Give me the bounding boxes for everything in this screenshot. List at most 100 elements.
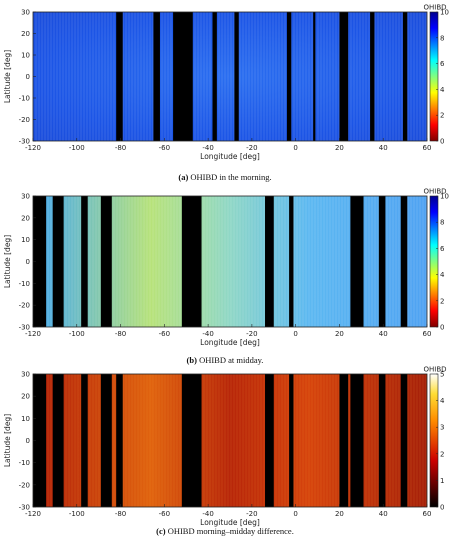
x-tick-label: -40 <box>202 144 213 152</box>
caption-text: OHIBD morning–midday difference. <box>166 526 294 536</box>
panel-2: -120 -100 -80 -60 -40 -20 0 20 40 603020100-10-20… <box>3 188 449 366</box>
colorbar-label: OHIBD <box>423 4 446 12</box>
y-axis-label: Latitude [deg] <box>3 235 12 288</box>
colorbar-tick-label: 5 <box>440 371 444 379</box>
x-axis-label: Longitude [deg] <box>200 152 260 161</box>
y-tick-label: 0 <box>26 258 30 266</box>
data-gap-1 <box>33 196 47 327</box>
data-gap-4 <box>100 196 112 327</box>
x-tick-label: 0 <box>293 330 297 338</box>
data-gap-1 <box>116 12 123 141</box>
colorbar-tick-label: 4 <box>440 86 445 94</box>
data-gap-7 <box>313 12 316 141</box>
caption-letter: (c) <box>156 526 166 536</box>
colorbar-tick-label: 0 <box>440 138 444 146</box>
panel-caption: (c) OHIBD morning–midday difference. <box>156 526 294 536</box>
data-gap-9 <box>339 374 349 507</box>
data-gap-5 <box>234 12 239 141</box>
data-gap-5 <box>116 374 123 507</box>
data-gap-10 <box>350 374 364 507</box>
y-tick-label: -30 <box>19 138 30 146</box>
panel-1: -120 -100 -80 -60 -40 -20 0 20 40 603020100-10-20… <box>3 4 449 183</box>
colorbar-tick-label: 6 <box>440 245 445 253</box>
y-axis-label: Latitude [deg] <box>3 414 12 467</box>
colorbar-tick-label: 6 <box>440 60 445 68</box>
y-tick-label: 20 <box>21 214 30 222</box>
y-tick-label: -30 <box>19 504 30 512</box>
y-tick-label: 30 <box>21 371 30 379</box>
data-gap-6 <box>265 196 274 327</box>
x-tick-label: 60 <box>423 144 432 152</box>
data-gap-11 <box>378 374 386 507</box>
data-gap-8 <box>289 374 294 507</box>
x-tick-label: -80 <box>115 330 126 338</box>
colorbar-label: OHIBD <box>423 366 446 374</box>
data-gap-6 <box>181 374 202 507</box>
x-tick-label: 20 <box>335 330 344 338</box>
x-tick-label: -20 <box>246 330 257 338</box>
x-tick-label: -100 <box>69 510 85 518</box>
x-tick-label: -60 <box>159 330 170 338</box>
colorbar-tick-label: 2 <box>440 450 444 458</box>
x-tick-label: -60 <box>159 144 170 152</box>
caption-text: OHIBD at midday. <box>197 355 264 365</box>
data-gap-3 <box>173 12 193 141</box>
colorbar <box>429 373 439 508</box>
data-gap-2 <box>52 196 64 327</box>
colorbar-tick-label: 4 <box>440 397 445 405</box>
x-tick-label: -40 <box>202 510 213 518</box>
y-tick-label: 10 <box>21 415 30 423</box>
colorbar-tick-label: 0 <box>440 504 444 512</box>
colorbar-tick-label: 10 <box>440 193 449 201</box>
data-gap-3 <box>81 374 88 507</box>
y-tick-label: -10 <box>19 280 30 288</box>
y-tick-label: -10 <box>19 95 30 103</box>
colorbar-label: OHIBD <box>423 188 446 196</box>
data-gap-10 <box>400 196 408 327</box>
x-tick-label: -100 <box>69 144 85 152</box>
x-tick-label: 0 <box>293 144 297 152</box>
data-gap-6 <box>286 12 292 141</box>
colorbar-tick-label: 10 <box>440 9 449 17</box>
data-gap-9 <box>378 196 386 327</box>
x-axis-label: Longitude [deg] <box>200 518 260 527</box>
colorbar-tick-label: 4 <box>440 271 445 279</box>
data-gap-5 <box>181 196 202 327</box>
y-tick-label: -10 <box>19 459 30 467</box>
caption-letter: (b) <box>187 355 198 365</box>
x-tick-label: -20 <box>246 144 257 152</box>
x-tick-label: -120 <box>25 330 41 338</box>
colorbar-tick-label: 3 <box>440 424 444 432</box>
y-tick-label: 20 <box>21 393 30 401</box>
y-tick-label: 20 <box>21 30 30 38</box>
y-tick-label: 10 <box>21 236 30 244</box>
colorbar <box>429 195 439 328</box>
caption-letter: (a) <box>178 172 188 182</box>
data-gap-2 <box>52 374 64 507</box>
data-gap-8 <box>350 196 364 327</box>
colorbar-tick-label: 1 <box>440 477 444 485</box>
panel-3: -120 -100 -80 -60 -40 -20 0 20 40 603020100-10-20… <box>3 366 447 537</box>
x-tick-label: 60 <box>423 330 432 338</box>
y-tick-label: -20 <box>19 302 30 310</box>
x-tick-label: 40 <box>379 144 388 152</box>
y-axis-label: Latitude [deg] <box>3 50 12 103</box>
colorbar-tick-label: 2 <box>440 297 444 305</box>
y-tick-label: -20 <box>19 481 30 489</box>
heatmap-field <box>33 196 427 327</box>
y-tick-label: 0 <box>26 437 30 445</box>
data-gap-12 <box>400 374 408 507</box>
data-gap-2 <box>153 12 160 141</box>
y-tick-label: 10 <box>21 52 30 60</box>
x-tick-label: -40 <box>202 330 213 338</box>
heatmap-texture <box>32 196 427 327</box>
x-tick-label: 40 <box>379 330 388 338</box>
x-tick-label: -120 <box>25 510 41 518</box>
x-tick-label: -120 <box>25 144 41 152</box>
colorbar-tick-label: 8 <box>440 219 444 227</box>
data-gap-7 <box>265 374 274 507</box>
y-tick-label: 30 <box>21 9 30 17</box>
x-tick-label: -80 <box>115 144 126 152</box>
data-gap-3 <box>81 196 88 327</box>
data-gap-8 <box>339 12 349 141</box>
